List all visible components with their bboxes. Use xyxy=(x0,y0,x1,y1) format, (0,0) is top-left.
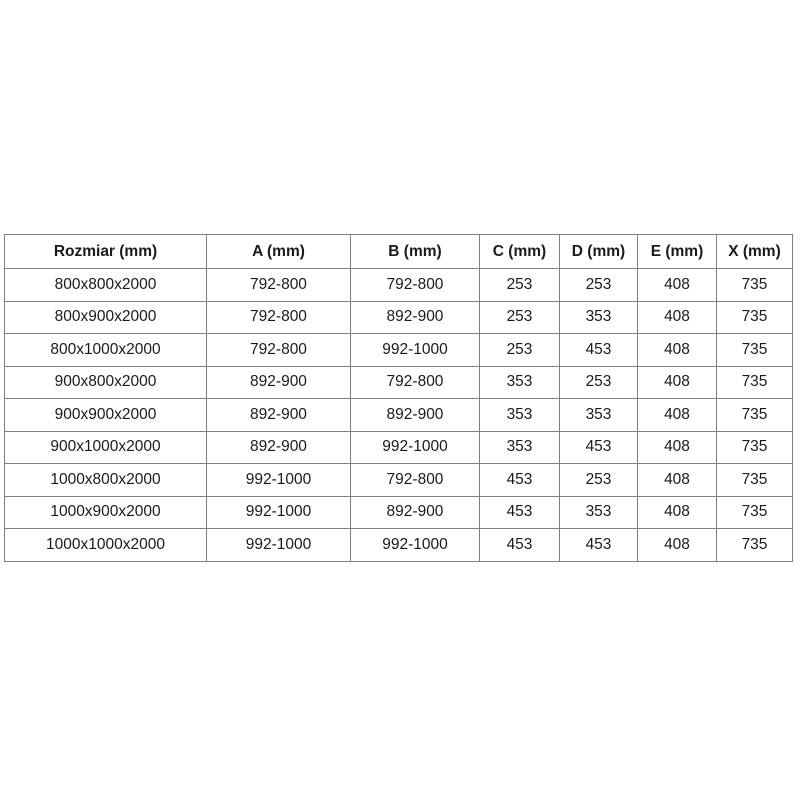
table-cell-d: 353 xyxy=(559,495,638,529)
table-cell-size: 900x800x2000 xyxy=(4,365,207,399)
table-cell-c: 453 xyxy=(479,495,560,529)
table-cell-x: 735 xyxy=(716,463,793,497)
table-cell-size: 900x1000x2000 xyxy=(4,430,207,464)
table-cell-d: 353 xyxy=(559,300,638,334)
table-row: 1000x1000x2000 992-1000 992-1000 453 453… xyxy=(4,528,793,562)
table-cell-b: 792-800 xyxy=(350,268,480,302)
table-cell-x: 735 xyxy=(716,398,793,432)
table-cell-d: 253 xyxy=(559,268,638,302)
table-row: 800x1000x2000 792-800 992-1000 253 453 4… xyxy=(4,333,793,367)
table-cell-x: 735 xyxy=(716,430,793,464)
table-cell-a: 892-900 xyxy=(206,430,351,464)
table-cell-a: 792-800 xyxy=(206,268,351,302)
table-row: 900x1000x2000 892-900 992-1000 353 453 4… xyxy=(4,430,793,464)
table-cell-a: 792-800 xyxy=(206,300,351,334)
table-cell-d: 253 xyxy=(559,463,638,497)
table-cell-x: 735 xyxy=(716,495,793,529)
table-cell-x: 735 xyxy=(716,300,793,334)
dimension-spec-table-container: Rozmiar (mm) A (mm) B (mm) C (mm) D (mm)… xyxy=(4,234,793,562)
table-cell-e: 408 xyxy=(637,398,717,432)
table-cell-c: 353 xyxy=(479,398,560,432)
table-cell-b: 792-800 xyxy=(350,365,480,399)
header-cell-b: B (mm) xyxy=(350,234,480,269)
table-cell-d: 453 xyxy=(559,528,638,562)
header-cell-e: E (mm) xyxy=(637,234,717,269)
table-cell-d: 353 xyxy=(559,398,638,432)
dimension-spec-table: Rozmiar (mm) A (mm) B (mm) C (mm) D (mm)… xyxy=(4,234,793,562)
table-cell-b: 792-800 xyxy=(350,463,480,497)
header-cell-rozmiar: Rozmiar (mm) xyxy=(4,234,207,269)
table-cell-e: 408 xyxy=(637,495,717,529)
table-row: 800x800x2000 792-800 792-800 253 253 408… xyxy=(4,268,793,302)
table-cell-size: 900x900x2000 xyxy=(4,398,207,432)
table-cell-size: 800x900x2000 xyxy=(4,300,207,334)
table-cell-b: 892-900 xyxy=(350,398,480,432)
table-cell-e: 408 xyxy=(637,528,717,562)
table-cell-c: 353 xyxy=(479,365,560,399)
table-cell-b: 992-1000 xyxy=(350,528,480,562)
table-row: 900x900x2000 892-900 892-900 353 353 408… xyxy=(4,398,793,432)
table-cell-d: 453 xyxy=(559,333,638,367)
table-cell-c: 353 xyxy=(479,430,560,464)
header-row: Rozmiar (mm) A (mm) B (mm) C (mm) D (mm)… xyxy=(4,234,793,269)
table-cell-x: 735 xyxy=(716,333,793,367)
header-cell-a: A (mm) xyxy=(206,234,351,269)
table-row: 1000x800x2000 992-1000 792-800 453 253 4… xyxy=(4,463,793,497)
table-cell-c: 253 xyxy=(479,268,560,302)
table-cell-x: 735 xyxy=(716,268,793,302)
table-cell-size: 1000x1000x2000 xyxy=(4,528,207,562)
table-cell-x: 735 xyxy=(716,365,793,399)
header-cell-c: C (mm) xyxy=(479,234,560,269)
table-cell-size: 800x800x2000 xyxy=(4,268,207,302)
table-row: 900x800x2000 892-900 792-800 353 253 408… xyxy=(4,365,793,399)
table-cell-a: 992-1000 xyxy=(206,528,351,562)
table-cell-e: 408 xyxy=(637,365,717,399)
table-cell-d: 453 xyxy=(559,430,638,464)
table-cell-c: 253 xyxy=(479,300,560,334)
table-cell-b: 892-900 xyxy=(350,300,480,334)
table-cell-c: 253 xyxy=(479,333,560,367)
table-cell-size: 1000x800x2000 xyxy=(4,463,207,497)
table-cell-a: 992-1000 xyxy=(206,495,351,529)
table-cell-b: 992-1000 xyxy=(350,430,480,464)
table-cell-c: 453 xyxy=(479,463,560,497)
table-cell-b: 892-900 xyxy=(350,495,480,529)
table-cell-d: 253 xyxy=(559,365,638,399)
table-cell-a: 892-900 xyxy=(206,398,351,432)
table-row: 1000x900x2000 992-1000 892-900 453 353 4… xyxy=(4,495,793,529)
table-cell-size: 1000x900x2000 xyxy=(4,495,207,529)
table-cell-e: 408 xyxy=(637,268,717,302)
table-cell-e: 408 xyxy=(637,463,717,497)
table-cell-b: 992-1000 xyxy=(350,333,480,367)
header-cell-d: D (mm) xyxy=(559,234,638,269)
table-cell-x: 735 xyxy=(716,528,793,562)
table-cell-e: 408 xyxy=(637,333,717,367)
table-cell-a: 792-800 xyxy=(206,333,351,367)
table-row: 800x900x2000 792-800 892-900 253 353 408… xyxy=(4,300,793,334)
table-cell-a: 892-900 xyxy=(206,365,351,399)
table-cell-e: 408 xyxy=(637,300,717,334)
table-cell-c: 453 xyxy=(479,528,560,562)
table-cell-e: 408 xyxy=(637,430,717,464)
header-cell-x: X (mm) xyxy=(716,234,793,269)
table-cell-size: 800x1000x2000 xyxy=(4,333,207,367)
table-cell-a: 992-1000 xyxy=(206,463,351,497)
